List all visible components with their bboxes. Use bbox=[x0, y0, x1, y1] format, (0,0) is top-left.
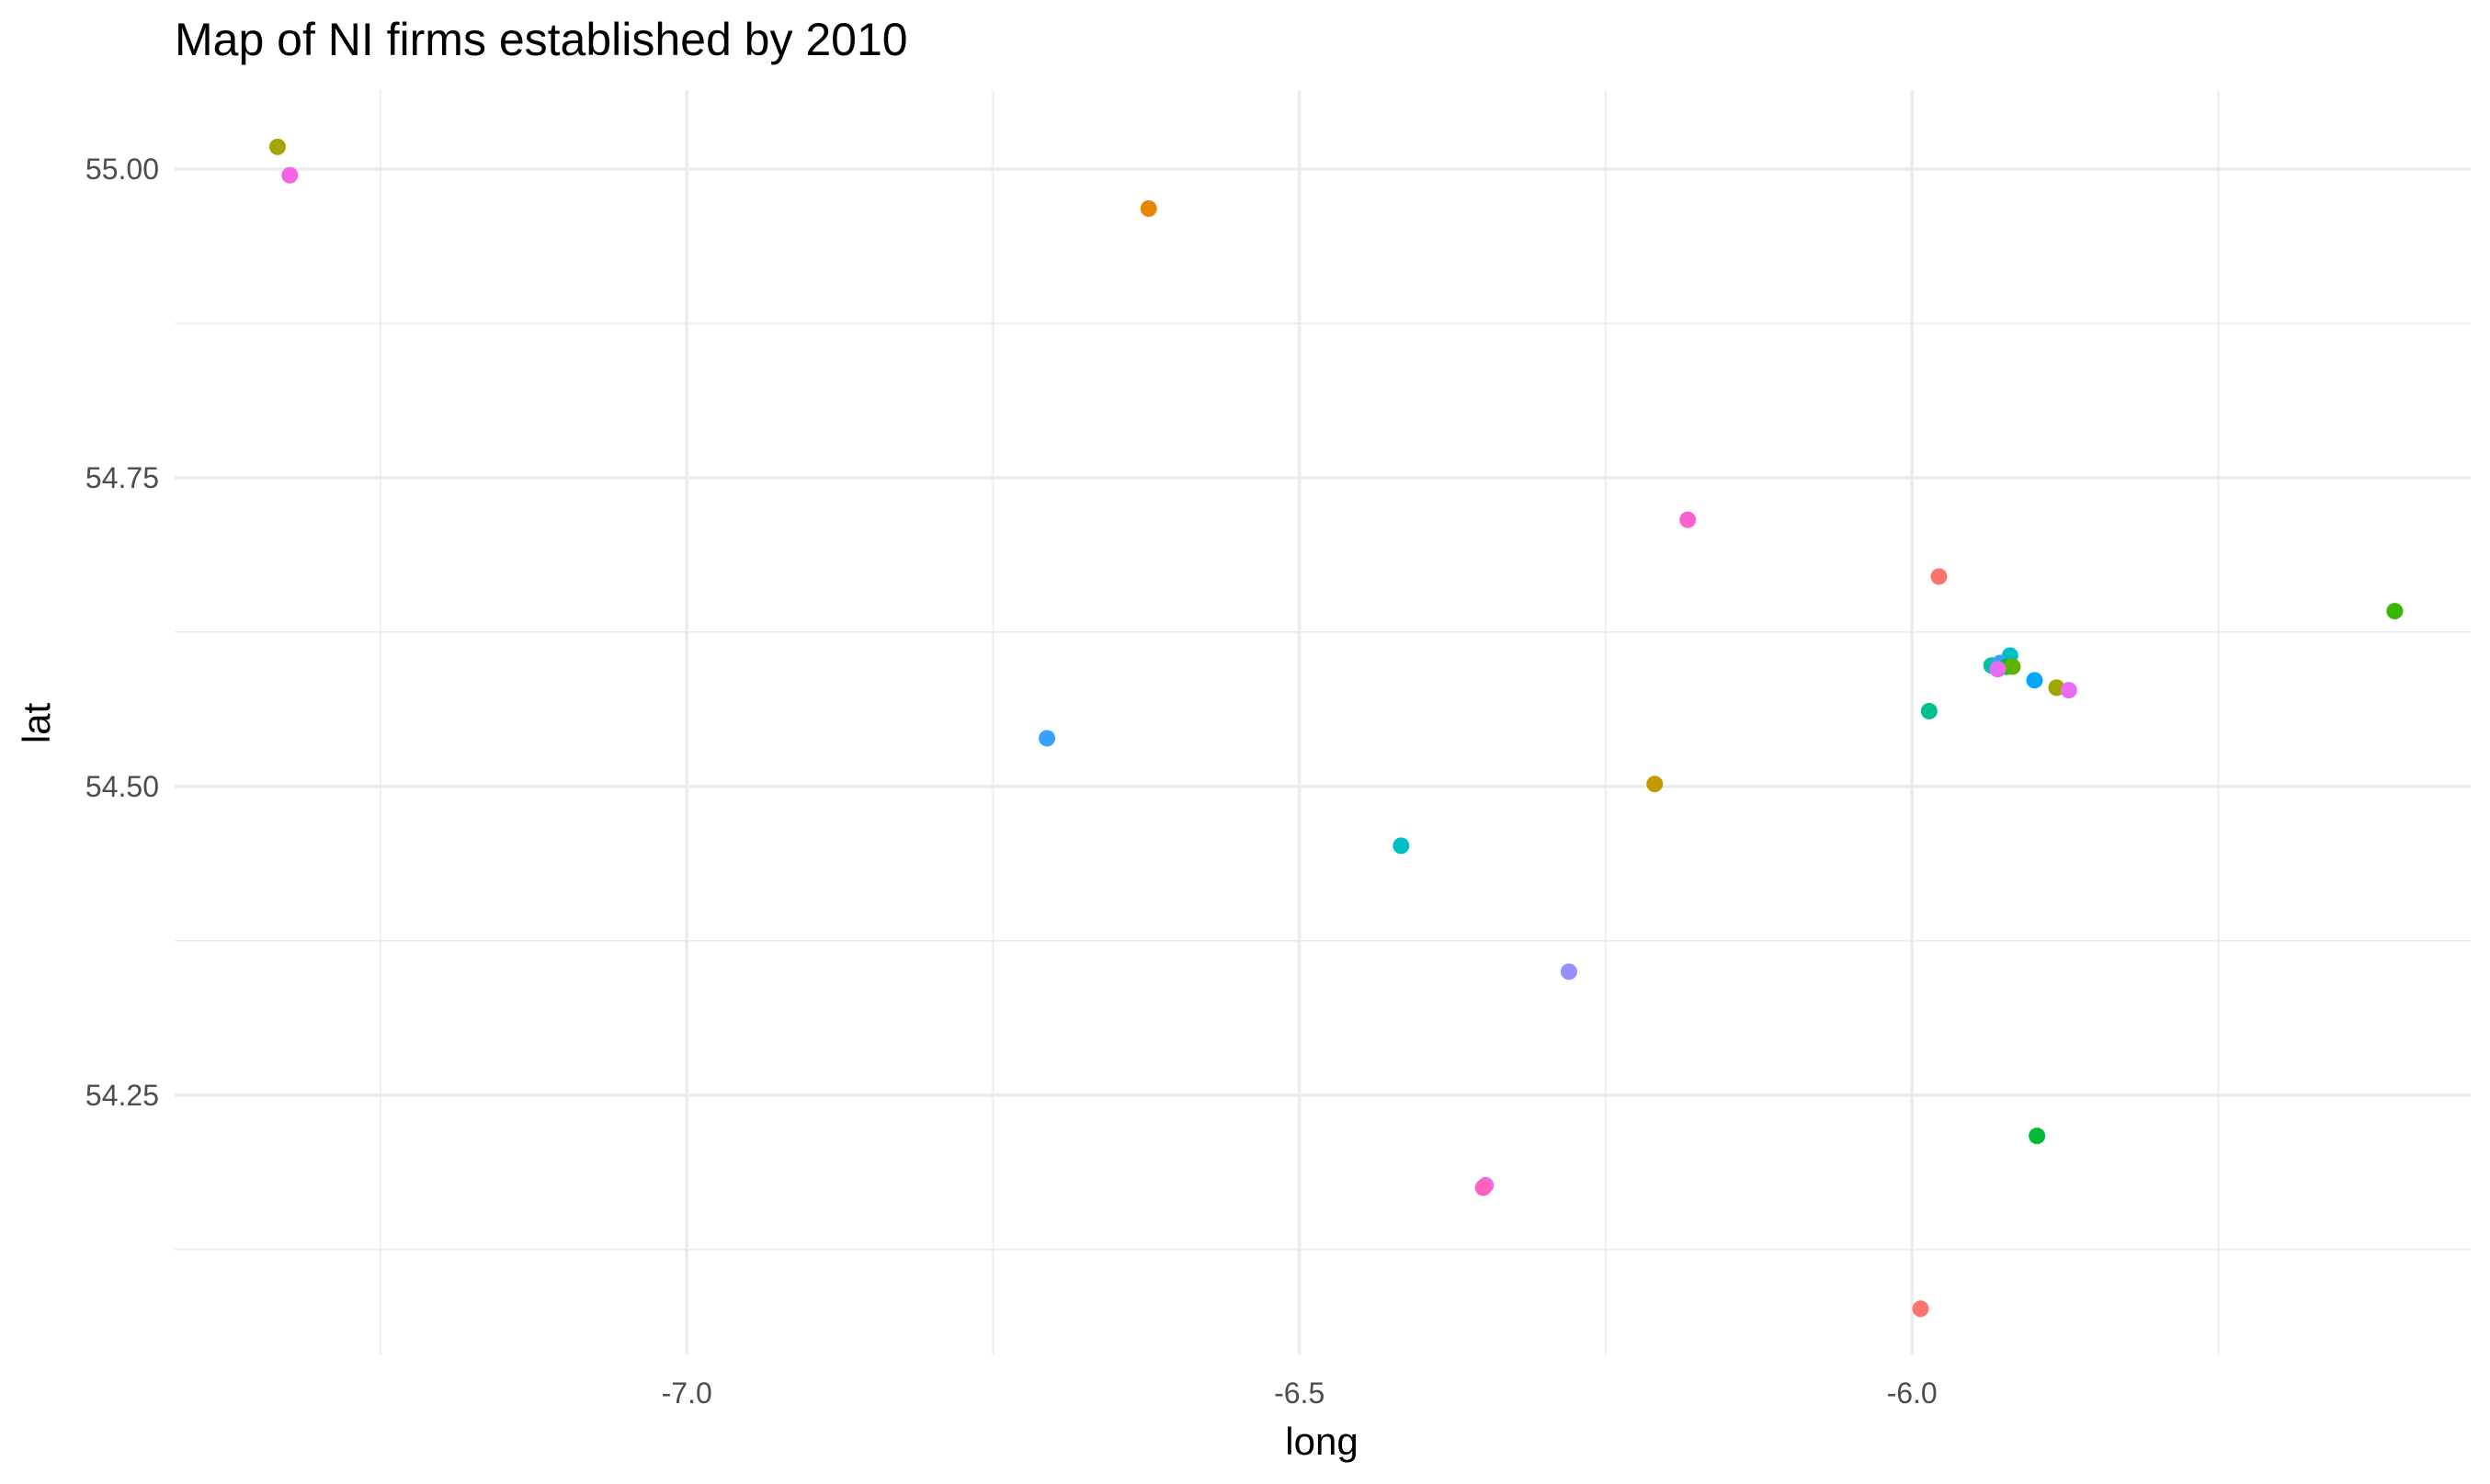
grid-lines bbox=[175, 90, 2471, 1354]
x-tick-label: -6.5 bbox=[1274, 1376, 1325, 1410]
firm-point bbox=[1989, 661, 2007, 678]
firm-point bbox=[2029, 1127, 2046, 1145]
firm-point bbox=[1140, 200, 1157, 217]
firm-point bbox=[2004, 658, 2021, 675]
firm-point bbox=[268, 138, 286, 155]
x-axis-title: long bbox=[1285, 1420, 1358, 1463]
x-tick-label: -6.0 bbox=[1887, 1376, 1938, 1410]
data-points bbox=[268, 138, 2404, 1318]
firm-point bbox=[1560, 963, 1577, 980]
axis-tick-labels: -7.0 -6.5 -6.0 54.25 54.50 54.75 55.00 bbox=[85, 153, 1938, 1410]
firm-point bbox=[1679, 511, 1697, 528]
firm-point bbox=[2048, 679, 2065, 697]
firm-point bbox=[281, 166, 299, 184]
x-tick-label: -7.0 bbox=[662, 1376, 712, 1410]
firm-point bbox=[1039, 730, 1056, 747]
y-axis-title: lat bbox=[15, 702, 58, 743]
firm-point bbox=[2386, 603, 2404, 620]
y-tick-label: 54.25 bbox=[85, 1079, 159, 1112]
firm-point bbox=[2060, 682, 2077, 699]
firm-point bbox=[1930, 568, 1948, 585]
firm-point bbox=[1912, 1300, 1929, 1318]
y-tick-label: 55.00 bbox=[85, 153, 159, 186]
y-tick-label: 54.75 bbox=[85, 461, 159, 494]
firm-point bbox=[1920, 702, 1938, 719]
firm-point bbox=[1646, 776, 1664, 793]
chart-title: Map of NI firms established by 2010 bbox=[175, 14, 908, 65]
y-tick-label: 54.50 bbox=[85, 770, 159, 803]
firm-point bbox=[1393, 837, 1410, 855]
firm-point bbox=[1474, 1179, 1492, 1196]
firm-point bbox=[2026, 672, 2043, 689]
